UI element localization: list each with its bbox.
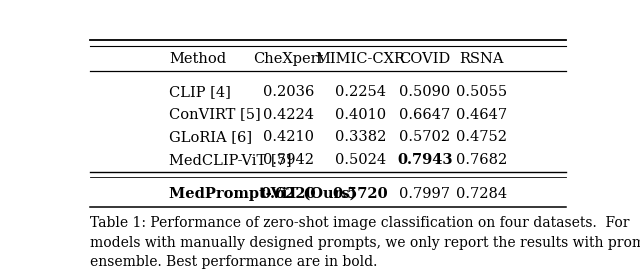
Text: 0.5702: 0.5702 [399, 130, 451, 144]
Text: RSNA: RSNA [460, 53, 504, 67]
Text: 0.5055: 0.5055 [456, 85, 508, 99]
Text: 0.5024: 0.5024 [335, 153, 386, 167]
Text: MIMIC-CXR: MIMIC-CXR [316, 53, 405, 67]
Text: 0.7997: 0.7997 [399, 187, 450, 201]
Text: ConVIRT [5]: ConVIRT [5] [169, 108, 261, 122]
Text: 0.2254: 0.2254 [335, 85, 386, 99]
Text: 0.6220: 0.6220 [260, 187, 316, 201]
Text: MedCLIP-ViT [7]: MedCLIP-ViT [7] [169, 153, 292, 167]
Text: 0.4647: 0.4647 [456, 108, 508, 122]
Text: COVID: COVID [399, 53, 451, 67]
Text: MedPrompt-ViT (Ours): MedPrompt-ViT (Ours) [169, 187, 356, 201]
Text: CheXpert: CheXpert [253, 53, 324, 67]
Text: 0.5942: 0.5942 [263, 153, 314, 167]
Text: 0.7682: 0.7682 [456, 153, 508, 167]
Text: Table 1: Performance of zero-shot image classification on four datasets.  For
mo: Table 1: Performance of zero-shot image … [90, 216, 640, 269]
Text: GLoRIA [6]: GLoRIA [6] [169, 130, 252, 144]
Text: Method: Method [169, 53, 227, 67]
Text: 0.6647: 0.6647 [399, 108, 451, 122]
Text: 0.5090: 0.5090 [399, 85, 451, 99]
Text: 0.4752: 0.4752 [456, 130, 508, 144]
Text: 0.7284: 0.7284 [456, 187, 508, 201]
Text: 0.2036: 0.2036 [262, 85, 314, 99]
Text: 0.4224: 0.4224 [263, 108, 314, 122]
Text: 0.4010: 0.4010 [335, 108, 386, 122]
Text: 0.4210: 0.4210 [263, 130, 314, 144]
Text: CLIP [4]: CLIP [4] [169, 85, 231, 99]
Text: 0.7943: 0.7943 [397, 153, 452, 167]
Text: 0.5720: 0.5720 [332, 187, 388, 201]
Text: 0.3382: 0.3382 [335, 130, 386, 144]
